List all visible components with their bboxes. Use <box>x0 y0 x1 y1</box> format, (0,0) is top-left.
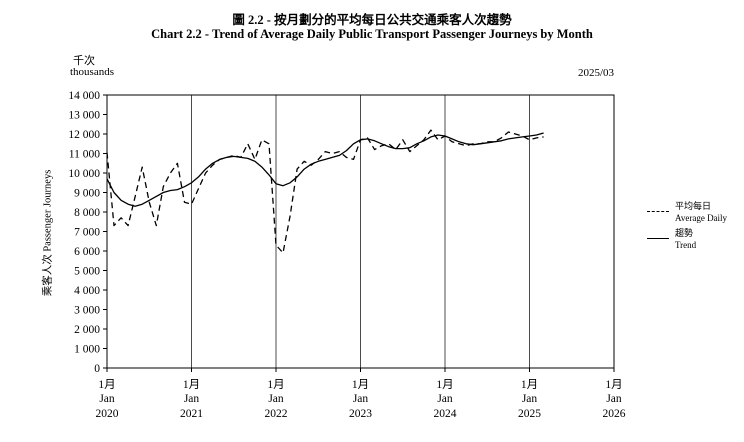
y-tick-label: 13 000 <box>68 110 100 122</box>
legend-label-en: Trend <box>675 240 697 250</box>
x-tick-label-zh: 1月 <box>605 379 622 391</box>
chart-title-zh: 圖 2.2 - 按月劃分的平均每日公共交通乘客人次趨勢 <box>232 13 512 27</box>
legend-label-zh: 平均每日 <box>675 201 712 211</box>
x-tick-label-zh: 1月 <box>521 379 538 391</box>
y-tick-label: 12 000 <box>68 129 100 141</box>
y-tick-label: 4 000 <box>74 285 100 297</box>
legend-swatch-dashed <box>647 211 669 212</box>
series-line-average-daily <box>106 129 544 254</box>
y-tick-label: 11 000 <box>69 149 100 161</box>
legend-label-en: Average Daily <box>675 213 728 223</box>
y-tick-label: 3 000 <box>74 305 100 317</box>
x-tick-label-month: Jan <box>606 393 622 405</box>
legend-swatch-solid <box>647 238 669 239</box>
legend-label-zh: 趨勢 <box>675 228 694 238</box>
x-tick-label-month: Jan <box>437 393 453 405</box>
x-tick-label-month: Jan <box>184 393 200 405</box>
x-tick-label-month: Jan <box>268 393 284 405</box>
x-tick-label-year: 2026 <box>603 408 626 420</box>
y-tick-label: 10 000 <box>68 168 100 180</box>
y-tick-label: 6 000 <box>74 246 100 258</box>
x-tick-label-year: 2020 <box>96 408 119 420</box>
x-tick-label-year: 2025 <box>518 408 541 420</box>
y-tick-label: 1 000 <box>74 344 100 356</box>
y-tick-label: 9 000 <box>74 188 100 200</box>
x-tick-label-zh: 1月 <box>436 379 453 391</box>
y-tick-label: 7 000 <box>74 227 100 239</box>
as-of-date: 2025/03 <box>577 67 614 79</box>
x-tick-label-zh: 1月 <box>267 379 284 391</box>
x-tick-label-month: Jan <box>99 393 115 405</box>
x-tick-label-month: Jan <box>353 393 369 405</box>
x-tick-label-year: 2024 <box>434 408 457 420</box>
x-tick-label-zh: 1月 <box>98 379 115 391</box>
x-tick-label-zh: 1月 <box>352 379 369 391</box>
x-tick-label-zh: 1月 <box>183 379 200 391</box>
y-tick-label: 5 000 <box>74 266 100 278</box>
y-tick-label: 0 <box>94 363 100 375</box>
x-tick-label-month: Jan <box>522 393 538 405</box>
x-tick-label-year: 2023 <box>349 408 372 420</box>
series-line-trend <box>106 132 544 207</box>
unit-label-en: thousands <box>70 66 114 78</box>
x-tick-label-year: 2022 <box>265 408 288 420</box>
y-tick-label: 14 000 <box>68 90 100 102</box>
y-tick-label: 2 000 <box>74 324 100 336</box>
x-tick-label-year: 2021 <box>180 408 203 420</box>
chart-title-en: Chart 2.2 - Trend of Average Daily Publi… <box>151 27 593 41</box>
unit-label-zh: 千次 <box>73 55 95 67</box>
y-tick-label: 8 000 <box>74 207 100 219</box>
